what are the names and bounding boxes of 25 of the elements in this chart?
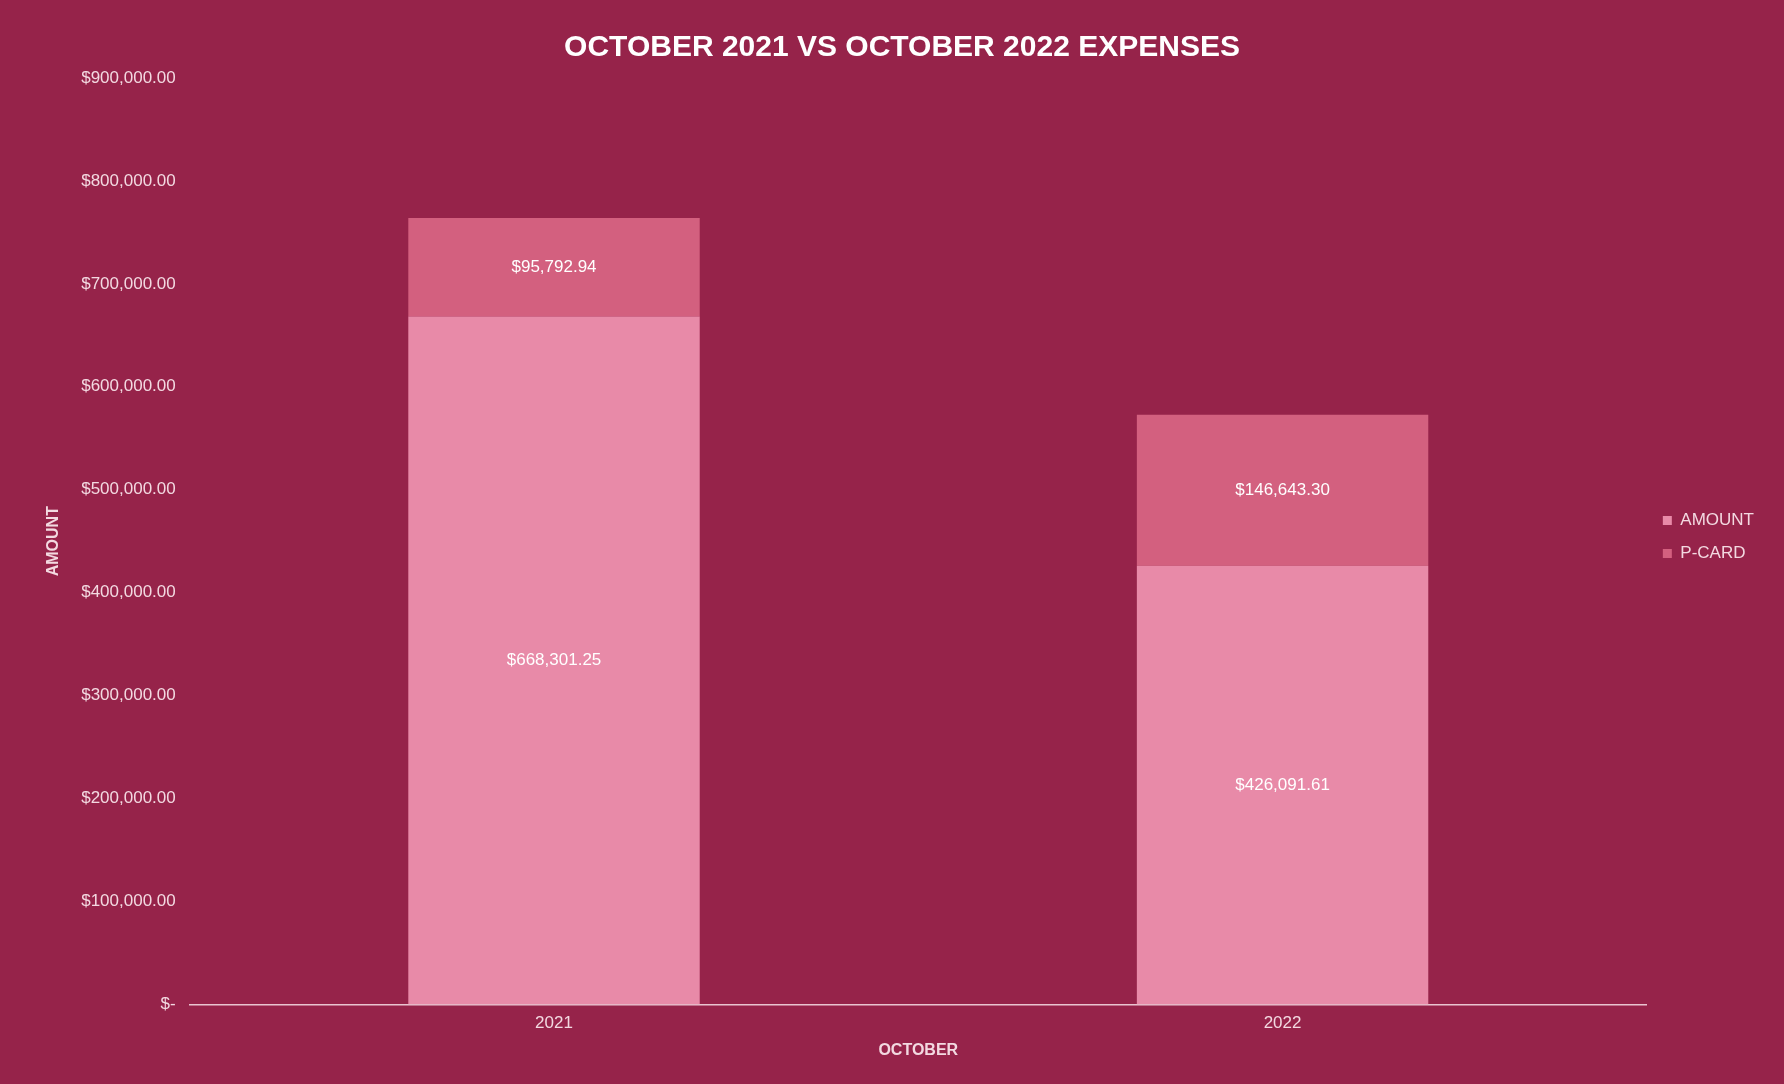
y-axis-title: AMOUNT <box>44 505 62 577</box>
x-tick-label: 2022 <box>1263 1013 1302 1033</box>
x-axis-title: OCTOBER <box>878 1040 959 1058</box>
bar <box>1136 414 1429 566</box>
y-tick-label: $200,000.00 <box>81 788 176 808</box>
y-tick-label: $600,000.00 <box>81 376 176 396</box>
bar <box>1136 565 1429 1005</box>
data-label: $426,091.61 <box>1235 774 1330 794</box>
y-tick-label: $400,000.00 <box>81 582 176 602</box>
y-tick-label: $- <box>160 994 176 1014</box>
y-tick-label: $800,000.00 <box>81 170 176 190</box>
data-label: $668,301.25 <box>506 650 602 670</box>
data-label: $146,643.30 <box>1235 480 1330 500</box>
y-tick-label: $100,000.00 <box>81 891 176 911</box>
y-tick-label: $300,000.00 <box>81 685 176 705</box>
legend-label: AMOUNT <box>1680 510 1755 530</box>
legend-label: P-CARD <box>1680 543 1746 563</box>
y-tick-label: $700,000.00 <box>81 273 176 293</box>
x-tick-label: 2021 <box>535 1013 573 1033</box>
data-label: $95,792.94 <box>511 256 597 276</box>
chart-title: OCTOBER 2021 VS OCTOBER 2022 EXPENSES <box>564 29 1240 63</box>
bar <box>408 217 700 317</box>
y-tick-label: $900,000.00 <box>81 67 176 87</box>
bar <box>408 316 700 1005</box>
y-tick-label: $500,000.00 <box>81 479 176 499</box>
